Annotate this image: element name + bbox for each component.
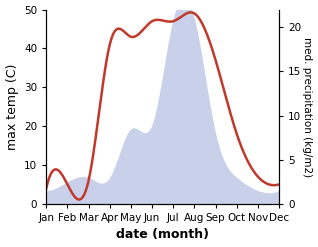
Y-axis label: med. precipitation (kg/m2): med. precipitation (kg/m2)	[302, 37, 313, 177]
X-axis label: date (month): date (month)	[116, 228, 209, 242]
Y-axis label: max temp (C): max temp (C)	[5, 63, 18, 150]
